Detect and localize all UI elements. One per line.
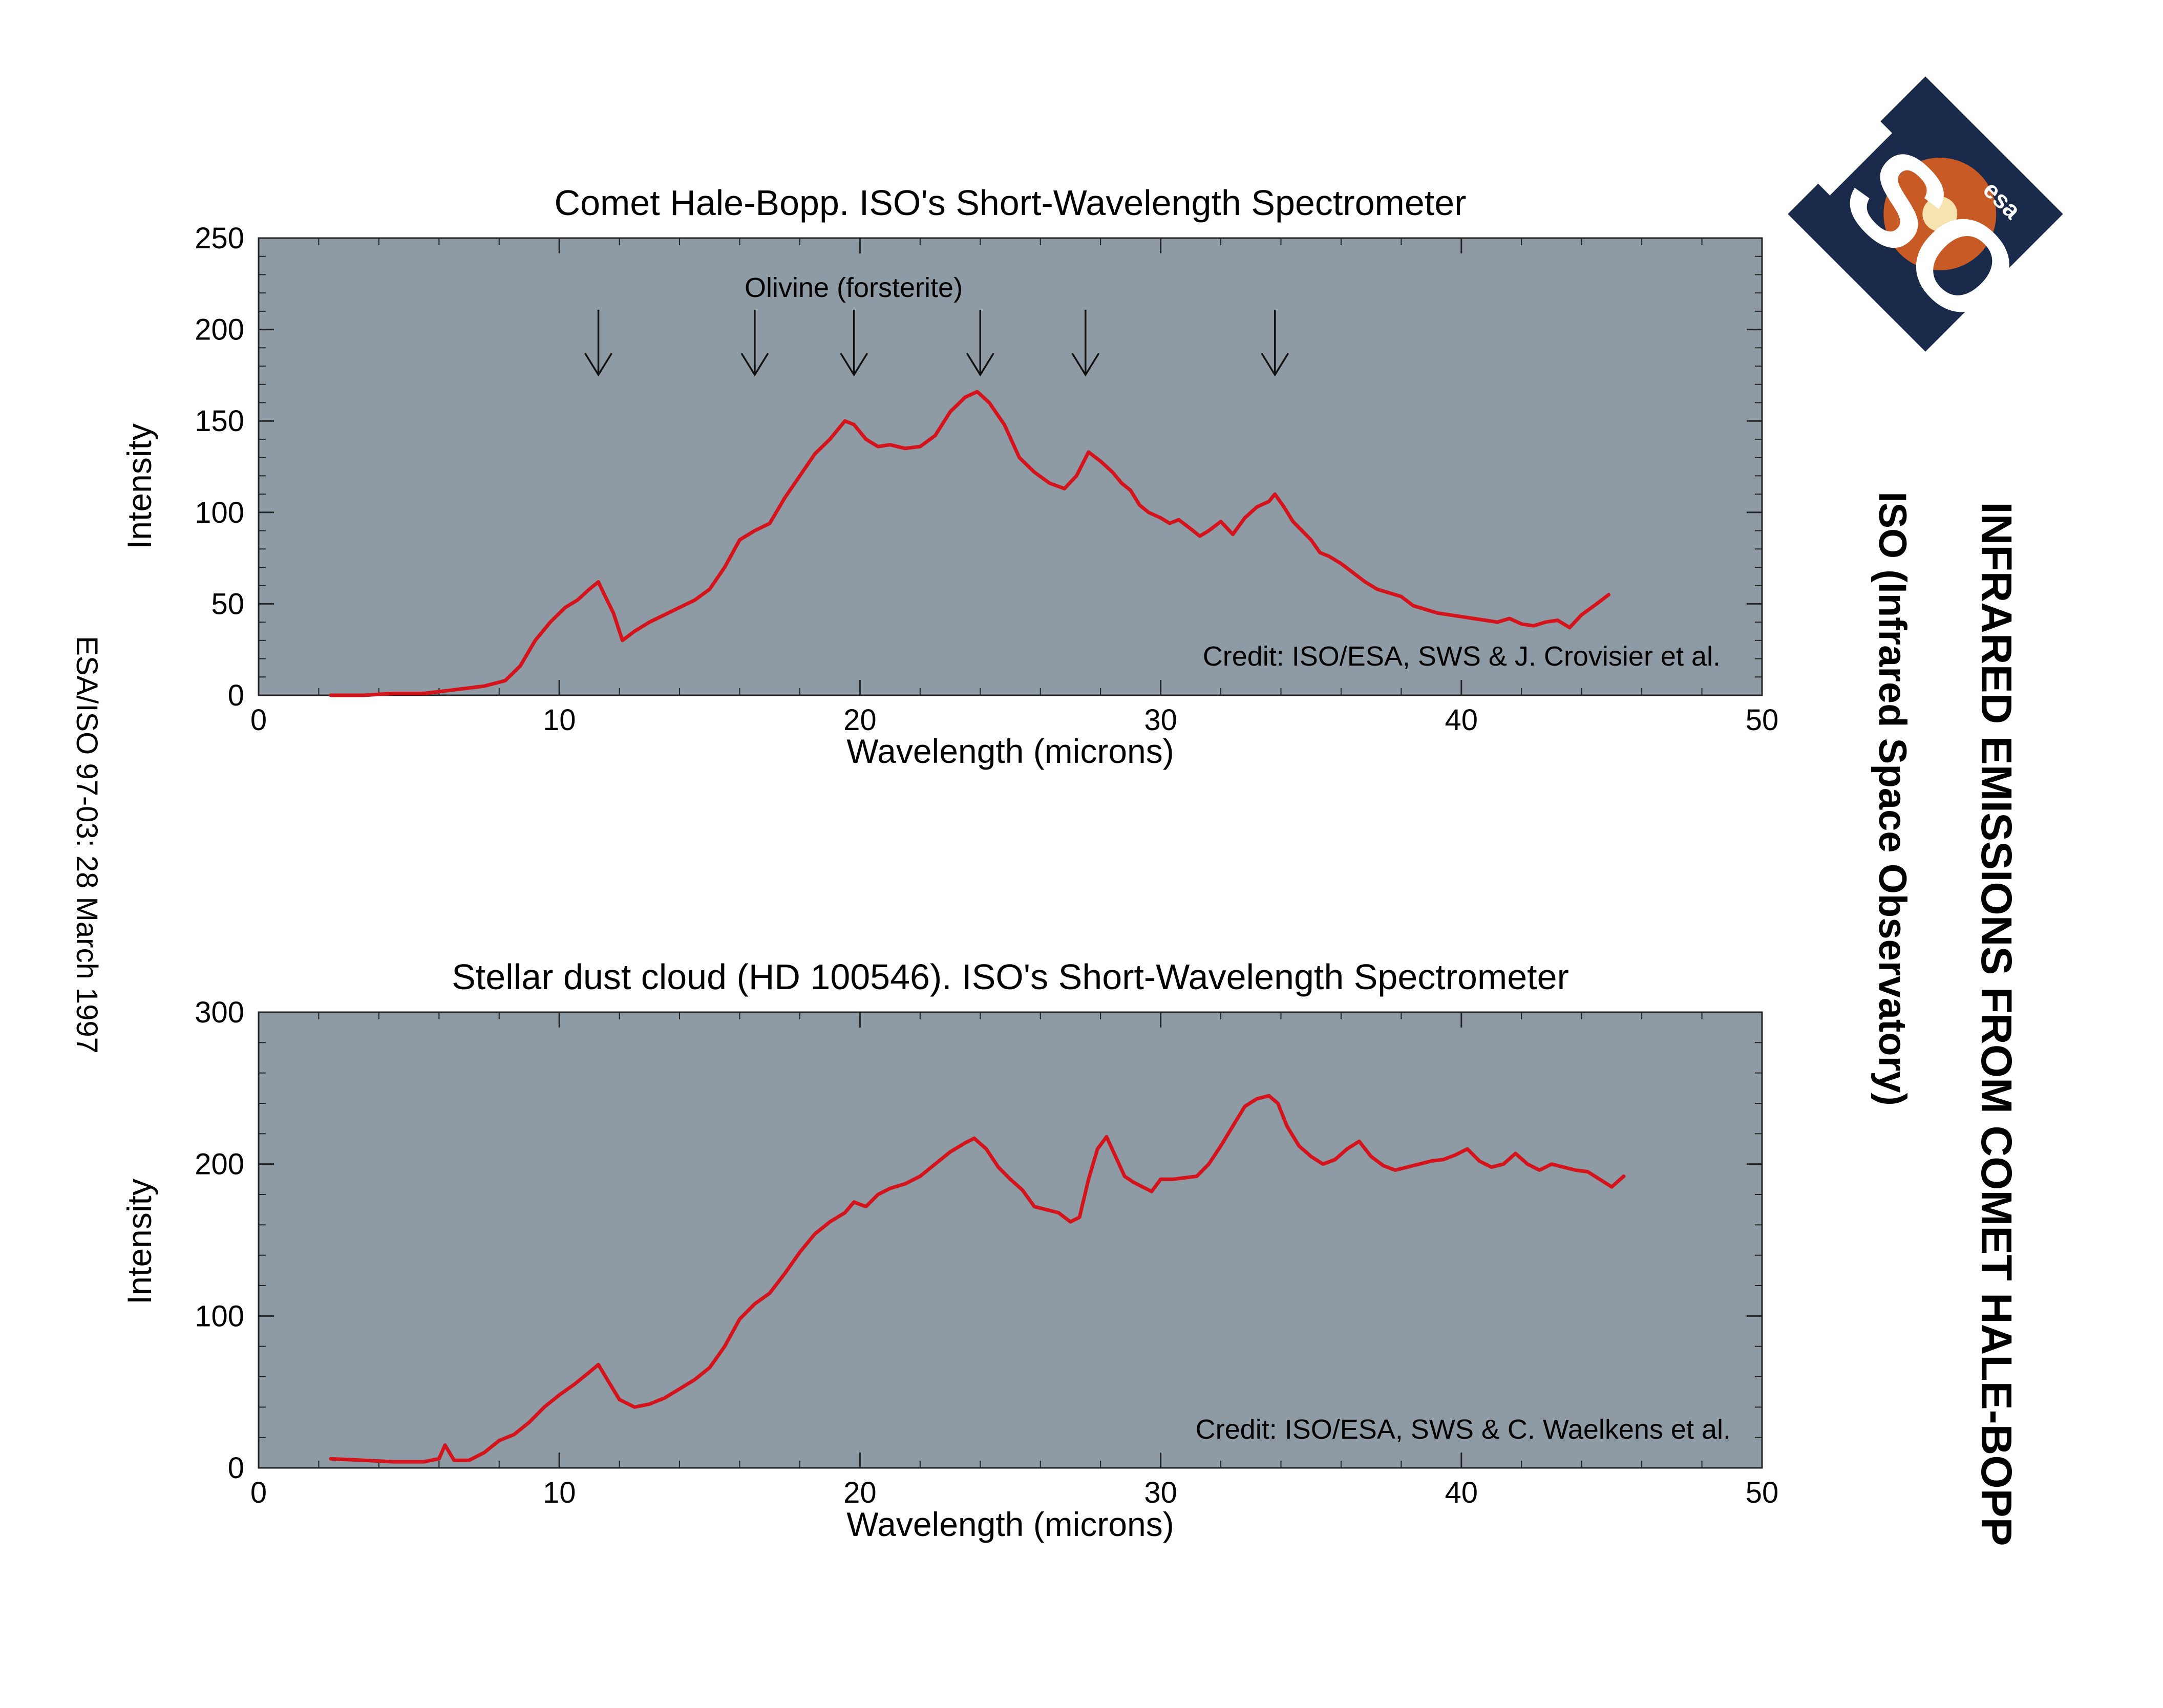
olivine-arrow xyxy=(1071,310,1100,377)
y-tick-label: 100 xyxy=(195,496,244,529)
chart-title: Stellar dust cloud (HD 100546). ISO's Sh… xyxy=(452,957,1569,997)
olivine-arrow xyxy=(584,310,613,377)
page-title: INFRARED EMISSIONS FROM COMET HALE-BOPP xyxy=(1973,502,2021,1546)
series-line xyxy=(329,1094,1626,1464)
tick-labels: 0 10 20 30 40 50 0 100 200 300 xyxy=(195,996,1778,1509)
axis-ticks xyxy=(258,1011,1763,1469)
olivine-arrow xyxy=(1261,310,1289,377)
credit-text: Credit: ISO/ESA, SWS & C. Waelkens et al… xyxy=(1196,1414,1731,1445)
y-tick-label: 100 xyxy=(195,1299,244,1333)
olivine-arrow xyxy=(840,310,868,377)
x-tick-label: 10 xyxy=(543,703,576,737)
x-tick-label: 40 xyxy=(1445,703,1478,737)
tick-labels: 0 10 20 30 40 50 0 50 100 150 200 250 xyxy=(195,222,1778,737)
olivine-arrows xyxy=(584,310,1289,377)
chart-hd100546: Stellar dust cloud (HD 100546). ISO's Sh… xyxy=(120,957,1778,1543)
x-tick-label: 10 xyxy=(543,1476,576,1509)
page-subtitle: ISO (Infrared Space Observatory) xyxy=(1871,492,1914,1106)
y-tick-label: 200 xyxy=(195,1148,244,1181)
credit-text: Credit: ISO/ESA, SWS & J. Crovisier et a… xyxy=(1203,641,1721,672)
x-tick-label: 50 xyxy=(1746,703,1779,737)
chart-hale-bopp: Comet Hale-Bopp. ISO's Short-Wavelength … xyxy=(120,183,1778,770)
chart-title: Comet Hale-Bopp. ISO's Short-Wavelength … xyxy=(555,183,1467,223)
y-axis-label: Intensity xyxy=(120,423,158,549)
x-tick-label: 20 xyxy=(843,1476,877,1509)
y-axis-label: Intensity xyxy=(120,1179,158,1305)
series-line xyxy=(329,390,1610,697)
press-release-reference: ESA/ISO 97-03: 28 March 1997 xyxy=(70,636,103,1054)
series-layer xyxy=(329,390,1610,697)
y-tick-label: 0 xyxy=(228,1451,244,1485)
y-tick-label: 250 xyxy=(195,222,244,255)
annotation-text: Olivine (forsterite) xyxy=(745,272,963,303)
x-tick-label: 0 xyxy=(250,1476,267,1509)
axis-ticks xyxy=(258,237,1763,696)
x-axis-label: Wavelength (microns) xyxy=(846,732,1174,770)
y-tick-label: 50 xyxy=(211,587,244,621)
logo-star xyxy=(1922,197,1958,231)
y-tick-label: 300 xyxy=(195,996,244,1029)
olivine-arrow xyxy=(740,310,769,377)
y-tick-label: 200 xyxy=(195,313,244,347)
x-axis-label: Wavelength (microns) xyxy=(846,1505,1174,1543)
y-tick-label: 150 xyxy=(195,404,244,438)
x-tick-label: 20 xyxy=(843,703,877,737)
x-tick-label: 30 xyxy=(1144,703,1177,737)
x-tick-label: 50 xyxy=(1746,1476,1779,1509)
x-tick-label: 0 xyxy=(250,703,267,737)
y-tick-label: 0 xyxy=(228,679,244,712)
series-layer xyxy=(329,1094,1626,1464)
x-tick-label: 40 xyxy=(1445,1476,1478,1509)
x-tick-label: 30 xyxy=(1144,1476,1177,1509)
olivine-arrow xyxy=(966,310,994,377)
plot-area xyxy=(258,1011,1763,1469)
